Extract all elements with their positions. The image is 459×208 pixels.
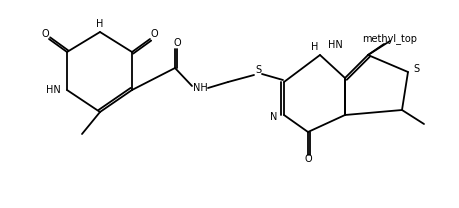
Text: NH: NH: [192, 83, 207, 93]
Text: S: S: [412, 64, 418, 74]
Text: O: O: [173, 38, 180, 48]
Text: O: O: [150, 29, 157, 39]
Text: O: O: [303, 154, 311, 164]
Text: H: H: [311, 42, 318, 52]
Text: S: S: [254, 65, 261, 75]
Text: N: N: [270, 112, 277, 122]
Text: HN: HN: [327, 40, 342, 50]
Text: HN: HN: [45, 85, 60, 95]
Text: O: O: [41, 29, 49, 39]
Text: H: H: [96, 19, 103, 29]
Text: methyl_top: methyl_top: [362, 33, 417, 45]
